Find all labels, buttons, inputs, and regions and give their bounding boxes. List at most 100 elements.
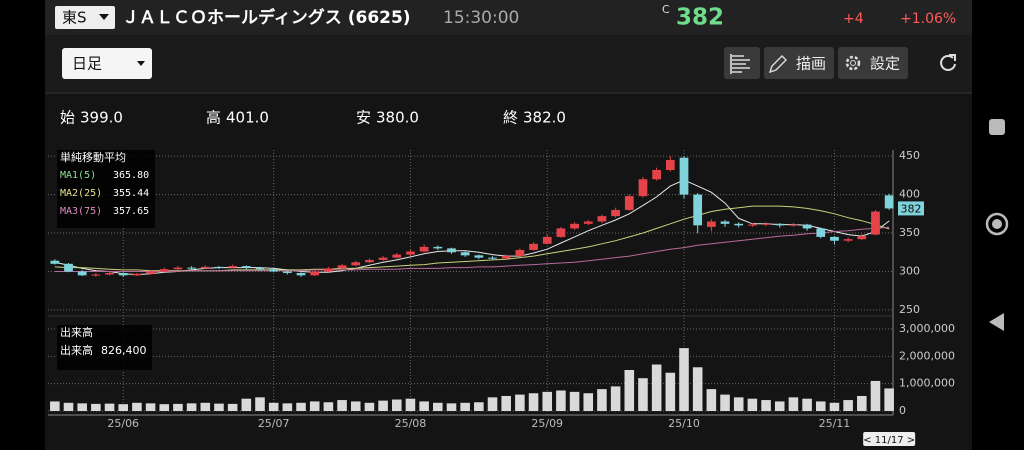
volume-legend-name: 出来高 <box>60 343 93 357</box>
time: 15:30:00 <box>443 8 519 28</box>
candle-body <box>871 211 880 235</box>
volume-bar <box>255 397 265 411</box>
dropdown-arrow <box>99 14 109 20</box>
volume-bar <box>159 404 170 411</box>
volume-bar <box>350 401 361 411</box>
candle-body <box>378 257 388 260</box>
ohlc-name: 始 <box>60 109 75 127</box>
change: +4 <box>843 11 864 27</box>
candle-body <box>693 194 703 226</box>
volume-bar <box>405 398 416 411</box>
volume-bar <box>104 403 115 411</box>
market-select[interactable] <box>55 6 115 29</box>
legend-value: 365.80 <box>113 170 149 181</box>
pencil-icon <box>768 55 787 74</box>
candle-body <box>570 223 579 229</box>
candle-body <box>830 236 839 241</box>
volume-bar <box>227 403 238 411</box>
plot: 始 399.0 高 401.0 安 380.0 終 382.0 250 300 350 400 450 2… <box>48 109 955 430</box>
legend-value: 355.44 <box>113 188 149 199</box>
gear-icon <box>845 55 861 71</box>
cursor-date-box <box>863 432 916 446</box>
volume-legend <box>57 325 152 370</box>
volume-bar <box>857 395 867 411</box>
x-tick-label: 25/06 <box>107 417 139 430</box>
refresh-icon <box>949 54 956 61</box>
volume-bar <box>542 391 553 411</box>
draw-button[interactable] <box>764 47 834 79</box>
volume-bar <box>323 402 334 411</box>
ohlc-name: 高 <box>206 109 221 127</box>
volume-bar <box>364 402 375 411</box>
x-tick-label: 25/08 <box>395 417 427 430</box>
candle-body <box>529 243 538 250</box>
volume-bar <box>132 402 142 411</box>
candle-body <box>816 228 826 237</box>
candle-body <box>187 267 196 269</box>
settings-label: 設定 <box>870 55 900 73</box>
legend-value: 357.65 <box>113 206 149 217</box>
nav-back[interactable] <box>989 313 1004 331</box>
volume-bar <box>870 380 881 411</box>
period-select[interactable] <box>62 48 152 79</box>
volume-bar <box>665 372 676 411</box>
y-tick-label: 250 <box>899 303 920 316</box>
y-tick-label: 300 <box>899 264 920 277</box>
candle-body <box>706 221 716 227</box>
volume-bar <box>50 401 60 411</box>
candle-body <box>214 266 224 268</box>
gear-icon <box>850 60 856 66</box>
nav-home[interactable] <box>985 212 1009 236</box>
header-bar <box>45 0 972 35</box>
volume-bar <box>433 402 443 411</box>
legend-name: MA1(5) <box>60 170 96 181</box>
candle-body <box>365 259 374 263</box>
ma-line <box>54 226 890 272</box>
candle-body <box>173 267 183 270</box>
market: 東S <box>62 9 87 27</box>
volume-bar <box>802 398 812 411</box>
x-tick-label: 25/09 <box>531 417 563 430</box>
candle-body <box>583 221 593 224</box>
ma-line <box>54 179 890 276</box>
candle-body <box>556 228 566 237</box>
candle-body <box>789 224 798 226</box>
candle-body <box>652 169 662 180</box>
candle-body <box>241 266 251 268</box>
settings-button[interactable] <box>838 47 908 79</box>
nav-recent[interactable] <box>989 119 1005 135</box>
candle-body <box>77 271 87 276</box>
price-badge-label: 382 <box>901 202 922 215</box>
candle-body <box>118 273 128 276</box>
candle-body <box>132 273 142 276</box>
candle-body <box>64 263 73 272</box>
candle-body <box>200 266 210 269</box>
volume-bar <box>884 388 894 411</box>
ohlc-value: 401.0 <box>226 109 269 127</box>
volume-bar <box>624 370 635 411</box>
candle-body <box>748 224 757 226</box>
volume-bar <box>309 401 320 411</box>
legend-name: MA2(25) <box>60 188 102 199</box>
candle-body <box>146 271 155 274</box>
legend-name: MA3(75) <box>60 206 102 217</box>
volume-bar <box>214 403 224 411</box>
volume-bar <box>337 400 347 411</box>
stock-name: ＪＡＬＣＯホールディングス (6625) <box>122 7 411 28</box>
ma-legend-title: 単純移動平均 <box>60 150 126 164</box>
y-tick-label: 1,000,000 <box>899 377 955 390</box>
volume-bar <box>419 401 429 411</box>
candle-body <box>447 248 456 253</box>
y-tick-label: 0 <box>899 404 906 417</box>
overlay: 382 単純移動平均 MA1(5) 365.80 MA2(25) 355.44 MA3(75… <box>57 150 924 446</box>
candle-body <box>542 236 552 244</box>
volume-bar <box>610 386 621 411</box>
layout-button[interactable] <box>724 47 760 79</box>
x-tick-label: 25/07 <box>258 417 290 430</box>
candle-body <box>761 223 771 225</box>
y-tick-label: 450 <box>899 149 920 162</box>
refresh-icon[interactable] <box>940 55 956 71</box>
volume-bar <box>638 378 648 411</box>
draw-label: 描画 <box>796 55 826 73</box>
candle-body <box>337 265 347 269</box>
